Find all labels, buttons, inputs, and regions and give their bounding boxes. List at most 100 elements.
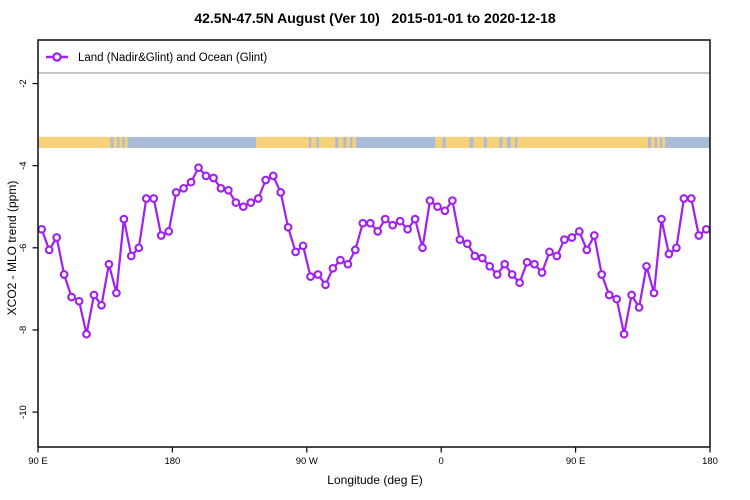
data-point-marker (313, 270, 323, 279)
data-point-marker (597, 270, 607, 279)
data-point-marker (672, 243, 681, 253)
data-point-marker (276, 188, 286, 197)
legend-sample-marker (52, 52, 62, 62)
data-point-marker (619, 329, 629, 339)
data-point-marker (298, 241, 308, 251)
map-strip-land-segment (338, 136, 344, 149)
data-point-marker (448, 196, 457, 205)
data-point-marker (268, 171, 278, 181)
map-strip-land-segment (517, 136, 649, 149)
data-point-marker (418, 243, 427, 253)
data-point-marker (291, 247, 300, 257)
data-point-marker (97, 300, 106, 310)
data-point-marker (477, 253, 487, 263)
y-tick-label: -6 (18, 244, 29, 252)
data-point-marker (350, 245, 360, 255)
data-point-marker (574, 227, 584, 236)
data-point-marker (89, 290, 99, 300)
map-strip-land-segment (662, 136, 666, 149)
data-point-marker (59, 270, 69, 279)
map-strip-land-segment (113, 136, 118, 149)
map-strip-land-segment (656, 136, 660, 149)
data-point-marker (388, 220, 398, 230)
data-point-marker (261, 175, 271, 185)
data-point-marker (410, 214, 420, 224)
data-point-marker (238, 202, 248, 212)
data-point-marker (515, 278, 524, 288)
y-tick-label: -8 (18, 326, 29, 334)
data-point-marker (37, 224, 47, 234)
data-point-marker (627, 290, 636, 300)
data-point-marker (537, 268, 547, 277)
data-point-marker (642, 261, 651, 271)
data-point-marker (373, 227, 383, 236)
data-point-marker (492, 270, 502, 279)
data-point-marker (194, 163, 203, 173)
data-point-marker (358, 218, 368, 228)
chart-title: 42.5N-47.5N August (Ver 10) 2015-01-01 t… (194, 10, 556, 26)
data-point-marker (52, 233, 62, 242)
data-point-marker (679, 194, 689, 203)
map-strip-land-segment (256, 136, 310, 149)
data-point-marker (657, 214, 666, 224)
data-point-marker (634, 303, 644, 312)
data-point-marker (149, 194, 159, 203)
data-point-marker (216, 183, 226, 193)
map-strip-ocean (38, 136, 710, 149)
data-point-marker (560, 235, 569, 244)
data-point-marker (530, 259, 539, 269)
data-point-marker (365, 218, 375, 228)
legend-box (37, 39, 711, 74)
data-point-marker (156, 231, 166, 240)
data-point-marker (649, 288, 659, 298)
map-strip-land-segment (311, 136, 317, 149)
data-point-marker (604, 290, 614, 300)
data-point-marker (209, 173, 218, 183)
data-point-marker (403, 224, 412, 234)
map-strip-land-segment (510, 136, 516, 149)
data-point-marker (164, 227, 174, 236)
x-tick-label: 90 E (566, 456, 586, 467)
x-tick-label: 90 E (28, 456, 48, 467)
map-strip-land-segment (445, 136, 470, 149)
x-axis-label: Longitude (deg E) (327, 473, 423, 487)
data-point-marker (201, 171, 211, 181)
y-axis-label: XCO2 - MLO trend (ppm) (5, 180, 19, 316)
x-tick-label: 0 (439, 456, 444, 467)
map-strip-land-segment (346, 136, 351, 149)
data-point-marker (336, 255, 345, 265)
data-point-marker (440, 206, 450, 216)
data-point-marker (485, 261, 495, 271)
map-strip-land-segment (119, 136, 123, 149)
data-point-marker (686, 194, 696, 203)
map-strip-land-segment (502, 136, 507, 149)
data-point-marker (104, 259, 114, 269)
map-strip-land-segment (318, 136, 336, 149)
y-tick-label: -2 (18, 79, 29, 87)
map-strip-land-segment (486, 136, 500, 149)
data-point-marker (306, 272, 315, 281)
data-point-marker (179, 183, 188, 193)
data-point-marker (328, 263, 338, 273)
map-strip-land-segment (38, 136, 111, 149)
map-strip-land-segment (651, 136, 655, 149)
data-point-marker (701, 224, 711, 234)
data-point-marker (134, 243, 144, 253)
data-point-marker (119, 214, 129, 224)
data-point-marker (283, 222, 293, 232)
legend-label: Land (Nadir&Glint) and Ocean (Glint) (78, 52, 267, 64)
plot-border (37, 39, 711, 448)
x-tick-label: 90 W (296, 456, 318, 467)
data-point-marker (522, 257, 532, 267)
data-point-marker (246, 198, 256, 207)
map-strip-land-segment (473, 136, 484, 149)
data-point-marker (612, 294, 622, 304)
y-tick-label: -4 (18, 161, 29, 169)
data-point-marker (552, 251, 562, 261)
data-point-marker (112, 288, 121, 298)
data-point-marker (664, 249, 674, 259)
data-point-marker (425, 196, 435, 205)
data-point-marker (462, 239, 472, 249)
data-point-marker (433, 202, 442, 212)
data-point-marker (507, 270, 517, 279)
